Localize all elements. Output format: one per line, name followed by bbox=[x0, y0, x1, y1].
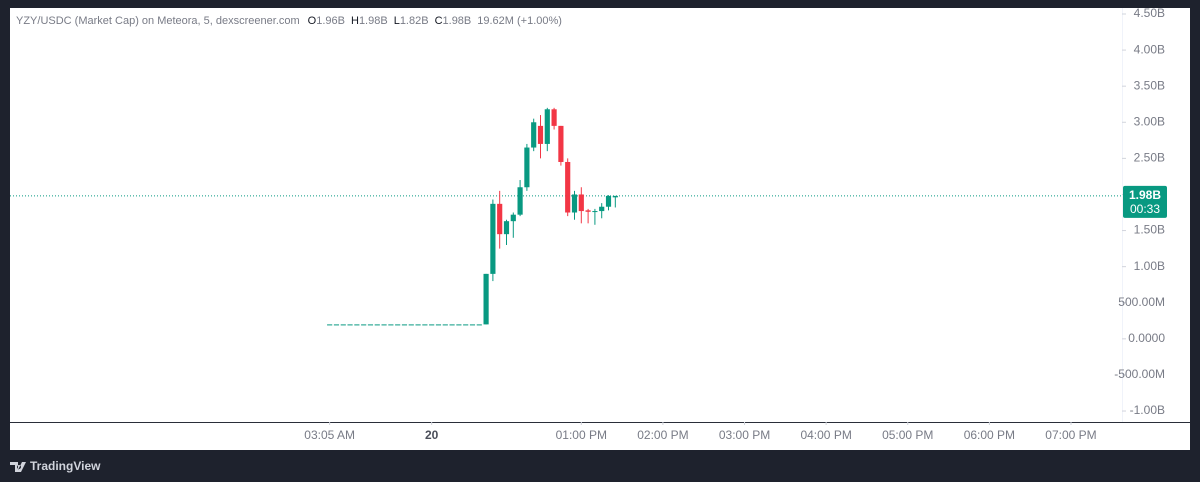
y-tick-label: 1.50B bbox=[1134, 223, 1165, 237]
candle-body bbox=[565, 161, 571, 213]
candle-body bbox=[599, 206, 605, 212]
x-tick-label: 20 bbox=[425, 428, 439, 442]
candle-body bbox=[401, 324, 408, 326]
candle-body bbox=[354, 324, 360, 326]
x-tick-label: 02:00 PM bbox=[637, 428, 688, 442]
candle-body bbox=[449, 324, 455, 326]
y-tick-label: -1.00B bbox=[1130, 403, 1165, 417]
y-tick-label: 0.0000 bbox=[1128, 331, 1165, 345]
y-tick-label: -500.00M bbox=[1114, 367, 1165, 381]
x-tick-label: 07:00 PM bbox=[1045, 428, 1096, 442]
candle-body bbox=[497, 203, 503, 235]
x-tick-label: 05:00 PM bbox=[882, 428, 933, 442]
footer-logo: TradingView bbox=[10, 459, 101, 473]
candle-body bbox=[388, 324, 394, 326]
last-price-label: 1.98B bbox=[1129, 188, 1161, 202]
x-tick-label: 01:00 PM bbox=[556, 428, 607, 442]
candle-body bbox=[578, 194, 584, 212]
chart-title: YZY/USDC (Market Cap) on Meteora, 5, dex… bbox=[16, 15, 300, 27]
legend-value: 1.82B bbox=[400, 15, 429, 27]
candle-body bbox=[592, 211, 598, 213]
countdown: 00:33 bbox=[1130, 202, 1160, 216]
candle-body bbox=[333, 324, 340, 326]
candle-body bbox=[340, 324, 346, 326]
legend-key: C bbox=[435, 15, 443, 27]
candle-body bbox=[395, 324, 401, 326]
y-tick-label: 1.00B bbox=[1134, 259, 1165, 273]
legend-value: 1.98B bbox=[443, 15, 472, 27]
legend-key: O bbox=[308, 15, 317, 27]
candle-body bbox=[612, 195, 618, 198]
candle-body bbox=[510, 214, 516, 222]
y-tick-label: 3.50B bbox=[1134, 78, 1165, 92]
candle-body bbox=[367, 324, 374, 326]
candle-body bbox=[361, 324, 367, 326]
candle-body bbox=[524, 147, 530, 188]
candle-body bbox=[490, 203, 496, 274]
candle-body bbox=[435, 324, 442, 326]
candle-body bbox=[347, 324, 353, 326]
x-tick-label: 03:00 PM bbox=[719, 428, 770, 442]
candle-body bbox=[456, 324, 462, 326]
candle-body bbox=[558, 125, 564, 162]
legend-value: 1.98B bbox=[359, 15, 388, 27]
x-tick-label: 04:00 PM bbox=[800, 428, 851, 442]
candle-body bbox=[469, 324, 476, 326]
candle-body bbox=[585, 210, 591, 212]
candle-body bbox=[517, 187, 523, 215]
candle-body bbox=[544, 109, 550, 144]
y-tick-label: 3.00B bbox=[1134, 114, 1165, 128]
candle-body bbox=[422, 324, 428, 326]
y-tick-label: 4.50B bbox=[1134, 6, 1165, 20]
x-tick-label: 03:05 AM bbox=[304, 428, 355, 442]
legend-value: 1.96B bbox=[316, 15, 345, 27]
candle-body bbox=[571, 194, 578, 213]
candle-body bbox=[463, 324, 469, 326]
header: YZY/USDC (Market Cap) on Meteora, 5, dex… bbox=[16, 15, 300, 27]
candle-body bbox=[327, 324, 333, 326]
candle-body bbox=[374, 324, 380, 326]
candle-body bbox=[551, 109, 557, 126]
y-tick-label: 2.50B bbox=[1134, 151, 1165, 165]
candle-body bbox=[531, 122, 537, 148]
legend-change: 19.62M (+1.00%) bbox=[477, 15, 562, 27]
legend-key: H bbox=[351, 15, 359, 27]
chart-pane bbox=[10, 8, 1190, 450]
candle-body bbox=[408, 324, 414, 326]
x-tick-label: 06:00 PM bbox=[964, 428, 1015, 442]
candle-body bbox=[605, 195, 612, 207]
y-tick-label: 4.00B bbox=[1134, 42, 1165, 56]
last-price-badge bbox=[1123, 185, 1167, 218]
candle-body bbox=[537, 125, 544, 144]
candle-body bbox=[503, 221, 510, 235]
candle-body bbox=[483, 273, 489, 325]
candle-body bbox=[476, 324, 482, 326]
candle-body bbox=[381, 324, 387, 326]
legend-key: L bbox=[394, 15, 400, 27]
footer-brand: TradingView bbox=[30, 459, 101, 473]
candle-body bbox=[442, 324, 448, 326]
y-tick-label: 500.00M bbox=[1118, 295, 1165, 309]
candle-body bbox=[429, 324, 435, 326]
candle-body bbox=[415, 324, 421, 326]
logo-icon bbox=[10, 462, 26, 472]
